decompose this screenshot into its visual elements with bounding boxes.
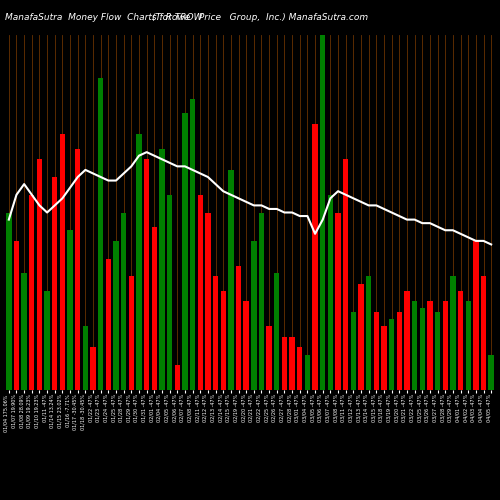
Bar <box>182 113 188 390</box>
Bar <box>205 212 210 390</box>
Bar <box>374 312 379 390</box>
Bar <box>213 276 218 390</box>
Bar <box>259 212 264 390</box>
Bar <box>90 348 96 390</box>
Bar <box>389 319 394 390</box>
Bar <box>382 326 386 390</box>
Bar <box>266 326 272 390</box>
Bar <box>68 230 73 390</box>
Bar <box>274 273 280 390</box>
Bar <box>350 312 356 390</box>
Bar <box>466 301 471 390</box>
Bar <box>121 212 126 390</box>
Bar <box>251 241 256 390</box>
Bar <box>190 99 196 390</box>
Bar <box>22 273 27 390</box>
Bar <box>128 276 134 390</box>
Bar <box>396 312 402 390</box>
Bar <box>52 177 58 390</box>
Bar <box>420 308 425 390</box>
Bar <box>336 212 340 390</box>
Bar <box>320 35 326 390</box>
Bar <box>106 258 111 390</box>
Bar <box>98 78 103 390</box>
Bar <box>198 194 203 390</box>
Bar <box>404 290 409 390</box>
Bar <box>312 124 318 390</box>
Bar <box>152 226 157 390</box>
Bar <box>167 194 172 390</box>
Bar <box>488 354 494 390</box>
Bar <box>343 159 348 390</box>
Bar <box>297 348 302 390</box>
Bar <box>6 212 12 390</box>
Bar <box>220 290 226 390</box>
Bar <box>160 148 164 390</box>
Bar <box>458 290 463 390</box>
Bar <box>304 354 310 390</box>
Bar <box>144 159 150 390</box>
Bar <box>244 301 249 390</box>
Bar <box>82 326 88 390</box>
Bar <box>114 241 118 390</box>
Text: ManafaSutra  Money Flow  Charts for TROW: ManafaSutra Money Flow Charts for TROW <box>5 12 202 22</box>
Text: (T. Rowe   Price   Group,  Inc.) ManafaSutra.com: (T. Rowe Price Group, Inc.) ManafaSutra.… <box>152 12 368 22</box>
Bar <box>473 241 478 390</box>
Bar <box>435 312 440 390</box>
Bar <box>228 170 234 390</box>
Bar <box>136 134 141 390</box>
Bar <box>328 194 333 390</box>
Bar <box>44 290 50 390</box>
Bar <box>450 276 456 390</box>
Bar <box>29 194 34 390</box>
Bar <box>290 337 295 390</box>
Bar <box>427 301 432 390</box>
Bar <box>236 266 241 390</box>
Bar <box>358 284 364 390</box>
Bar <box>442 301 448 390</box>
Bar <box>366 276 372 390</box>
Bar <box>60 134 65 390</box>
Bar <box>37 159 42 390</box>
Bar <box>282 337 287 390</box>
Bar <box>412 301 418 390</box>
Bar <box>75 148 80 390</box>
Bar <box>14 241 19 390</box>
Bar <box>174 365 180 390</box>
Bar <box>481 276 486 390</box>
